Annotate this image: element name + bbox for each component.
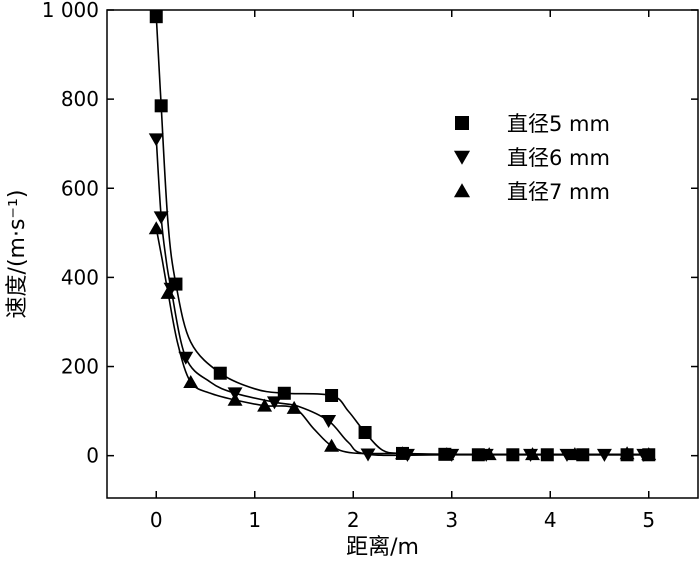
data-point-7mm bbox=[619, 446, 635, 460]
y-tick-label: 400 bbox=[61, 265, 99, 289]
y-tick-label: 1 000 bbox=[42, 0, 99, 22]
legend-label-5mm: 直径5 mm bbox=[507, 112, 610, 136]
data-point-5mm bbox=[506, 448, 520, 462]
legend-label-7mm: 直径7 mm bbox=[507, 180, 610, 204]
data-point-6mm bbox=[360, 448, 376, 462]
data-point-7mm bbox=[160, 285, 176, 299]
data-point-7mm bbox=[257, 398, 273, 412]
x-tick-label: 3 bbox=[445, 508, 458, 532]
data-point-5mm bbox=[325, 388, 339, 402]
data-point-6mm bbox=[163, 282, 179, 296]
x-tick-label: 2 bbox=[347, 508, 360, 532]
data-point-7mm bbox=[286, 400, 302, 414]
axis-ticks: 0 1 2 3 4 5 0 200 400 600 800 1 000 bbox=[42, 0, 698, 532]
data-point-6mm bbox=[153, 211, 169, 225]
data-point-7mm bbox=[567, 447, 583, 461]
data-point-5mm bbox=[149, 10, 163, 24]
data-point-7mm bbox=[148, 221, 164, 235]
x-tick-label: 1 bbox=[248, 508, 261, 532]
legend-marker-7mm bbox=[453, 183, 471, 198]
data-point-7mm bbox=[395, 446, 410, 460]
x-axis-label: 距离/m bbox=[346, 535, 419, 560]
data-point-5mm bbox=[358, 425, 372, 439]
y-tick-label: 800 bbox=[61, 87, 99, 111]
data-point-7mm bbox=[481, 447, 497, 461]
series-line-7mm bbox=[155, 228, 649, 456]
data-point-6mm bbox=[266, 396, 282, 410]
legend: 直径5 mm 直径6 mm 直径7 mm bbox=[453, 112, 610, 204]
data-point-6mm bbox=[148, 133, 164, 147]
series-markers bbox=[148, 10, 657, 462]
legend-label-6mm: 直径6 mm bbox=[507, 146, 610, 170]
x-tick-label: 5 bbox=[642, 508, 655, 532]
data-point-7mm bbox=[525, 447, 540, 461]
data-point-6mm bbox=[178, 351, 194, 365]
y-tick-label: 600 bbox=[61, 176, 99, 200]
legend-marker-6mm bbox=[453, 150, 471, 165]
data-point-5mm bbox=[154, 99, 168, 113]
data-point-7mm bbox=[183, 374, 199, 388]
data-point-6mm bbox=[596, 448, 612, 462]
y-tick-label: 0 bbox=[86, 444, 99, 468]
data-point-7mm bbox=[641, 447, 657, 461]
data-point-5mm bbox=[540, 448, 554, 462]
data-point-6mm bbox=[559, 448, 575, 462]
y-tick-label: 200 bbox=[61, 355, 99, 379]
data-point-7mm bbox=[324, 438, 340, 452]
data-point-6mm bbox=[321, 415, 337, 429]
plot-frame bbox=[106, 9, 699, 499]
legend-marker-5mm bbox=[455, 116, 469, 130]
x-tick-label: 0 bbox=[150, 508, 163, 532]
data-point-5mm bbox=[213, 366, 227, 380]
y-axis-label: 速度/(m·s⁻¹) bbox=[5, 190, 30, 319]
data-point-7mm bbox=[439, 447, 455, 461]
data-point-7mm bbox=[227, 392, 243, 406]
x-tick-label: 4 bbox=[544, 508, 557, 532]
